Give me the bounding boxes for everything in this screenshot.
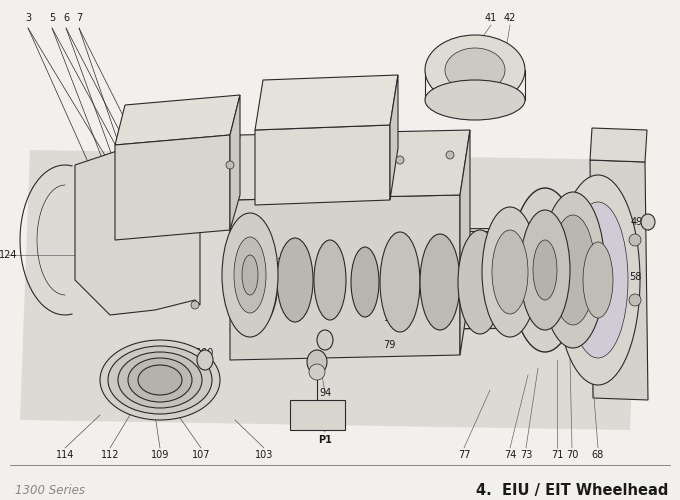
Ellipse shape <box>482 207 538 337</box>
Text: 132: 132 <box>272 258 290 268</box>
Text: 109: 109 <box>151 450 169 460</box>
Ellipse shape <box>583 242 613 318</box>
Ellipse shape <box>425 80 525 120</box>
Ellipse shape <box>541 192 605 348</box>
Ellipse shape <box>222 213 278 337</box>
Ellipse shape <box>234 237 266 313</box>
Ellipse shape <box>533 240 557 300</box>
Text: 49: 49 <box>631 217 643 227</box>
Text: 79: 79 <box>383 340 395 350</box>
Bar <box>290 400 345 430</box>
Ellipse shape <box>314 240 346 320</box>
Text: 74: 74 <box>504 450 516 460</box>
Ellipse shape <box>118 352 202 408</box>
Ellipse shape <box>492 230 528 314</box>
Text: 73: 73 <box>520 450 532 460</box>
Text: 41: 41 <box>485 13 497 23</box>
Text: 6: 6 <box>63 13 69 23</box>
Polygon shape <box>255 125 390 205</box>
Text: 1300 Series: 1300 Series <box>15 484 85 496</box>
Polygon shape <box>20 150 640 430</box>
Polygon shape <box>460 130 470 355</box>
Ellipse shape <box>380 232 420 332</box>
Polygon shape <box>230 130 470 200</box>
Polygon shape <box>255 75 398 130</box>
Ellipse shape <box>100 340 220 420</box>
Ellipse shape <box>446 151 454 159</box>
Text: 107: 107 <box>192 450 210 460</box>
Ellipse shape <box>629 294 641 306</box>
Text: 129: 129 <box>239 258 257 268</box>
Text: 112: 112 <box>101 450 119 460</box>
Ellipse shape <box>420 234 460 330</box>
Text: 7: 7 <box>76 13 82 23</box>
Ellipse shape <box>445 48 505 92</box>
Text: 94: 94 <box>319 388 331 398</box>
Ellipse shape <box>242 235 278 325</box>
Ellipse shape <box>197 350 213 370</box>
Polygon shape <box>230 195 460 360</box>
Ellipse shape <box>351 247 379 317</box>
Text: 124: 124 <box>0 250 17 260</box>
Text: 103: 103 <box>255 450 273 460</box>
Ellipse shape <box>317 330 333 350</box>
Polygon shape <box>590 128 647 162</box>
Ellipse shape <box>556 175 640 385</box>
Ellipse shape <box>226 161 234 169</box>
Ellipse shape <box>458 230 502 334</box>
Text: 70: 70 <box>566 450 578 460</box>
Text: 4.  EIU / EIT Wheelhead: 4. EIU / EIT Wheelhead <box>475 482 668 498</box>
Text: 100: 100 <box>196 348 214 358</box>
Polygon shape <box>230 95 240 230</box>
Ellipse shape <box>309 364 325 380</box>
Ellipse shape <box>128 358 192 402</box>
Ellipse shape <box>641 214 655 230</box>
Text: 71: 71 <box>551 450 563 460</box>
Text: 77: 77 <box>458 450 471 460</box>
Ellipse shape <box>551 215 595 325</box>
Ellipse shape <box>425 35 525 105</box>
Ellipse shape <box>108 346 212 414</box>
Text: P1: P1 <box>318 435 332 445</box>
Polygon shape <box>115 135 230 240</box>
Text: 114: 114 <box>56 450 74 460</box>
Text: 42: 42 <box>504 13 516 23</box>
Ellipse shape <box>396 156 404 164</box>
Ellipse shape <box>242 255 258 295</box>
Text: 58: 58 <box>629 272 641 282</box>
Text: 140: 140 <box>384 313 402 323</box>
Ellipse shape <box>497 237 533 327</box>
Text: 68: 68 <box>592 450 604 460</box>
Ellipse shape <box>138 365 182 395</box>
Ellipse shape <box>520 210 570 330</box>
Ellipse shape <box>629 234 641 246</box>
Ellipse shape <box>277 238 313 322</box>
Text: 3: 3 <box>25 13 31 23</box>
Ellipse shape <box>568 202 628 358</box>
Polygon shape <box>590 160 648 400</box>
Ellipse shape <box>307 350 327 374</box>
Polygon shape <box>75 148 200 315</box>
Text: 5: 5 <box>49 13 55 23</box>
Ellipse shape <box>191 301 199 309</box>
Polygon shape <box>115 95 240 145</box>
Ellipse shape <box>510 188 580 352</box>
Polygon shape <box>390 75 398 200</box>
